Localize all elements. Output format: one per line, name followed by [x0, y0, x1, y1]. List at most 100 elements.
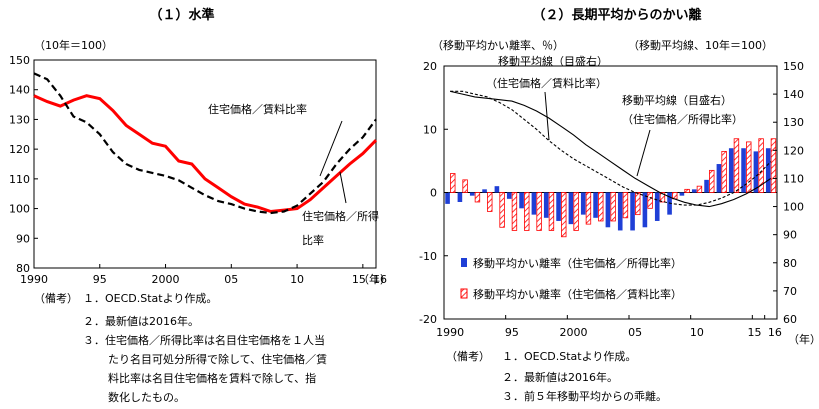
notes-right-item: １．OECD.Statより作成。: [502, 350, 636, 363]
bar-rent-deviation: [573, 192, 579, 231]
series-line-rent-ratio: [33, 72, 377, 215]
bar-rent-deviation: [561, 192, 567, 238]
bar-rent-deviation: [770, 138, 777, 193]
x-tick-label: 1990: [436, 326, 464, 339]
annotation-income-ratio-line2: 比率: [302, 233, 324, 247]
bar-income-deviation: [556, 192, 561, 221]
bar-income-deviation: [494, 186, 500, 193]
bar-rent-deviation: [474, 192, 481, 203]
y-tick-label: 130: [9, 113, 30, 126]
x-tick-label: 15: [748, 326, 762, 339]
bar-rent-deviation: [733, 138, 740, 193]
y-tick-label: 120: [9, 143, 30, 156]
bar-rent-deviation: [487, 192, 493, 212]
y-right-tick-label: 60: [783, 313, 797, 326]
bar-income-deviation: [531, 192, 537, 215]
notes-left-item: 数化したもの。: [108, 390, 185, 404]
notes-left-label: （備考）: [34, 292, 78, 305]
bar-rent-deviation: [598, 192, 604, 222]
notes-left: （備考） １．OECD.Statより作成。 ２．最新値は2016年。 ３．住宅価…: [34, 292, 327, 404]
y-right-tick-label: 90: [783, 229, 797, 242]
legend-swatch-rent: [460, 288, 468, 299]
x-tick-label: 2000: [560, 326, 588, 339]
bar-rent-deviation: [536, 192, 542, 231]
bar-income-deviation: [654, 192, 660, 221]
left-x-axis-label: （年）: [358, 272, 391, 286]
left-chart-title: （１）水準: [149, 7, 214, 23]
notes-left-item: ２．最新値は2016年。: [83, 314, 199, 328]
bar-rent-deviation: [585, 192, 592, 225]
legend: 移動平均かい離率（住宅価格／所得比率） 移動平均かい離率（住宅価格／賃料比率）: [460, 256, 682, 301]
bar-income-deviation: [691, 189, 697, 193]
bar-rent-deviation: [499, 192, 505, 228]
bar-rent-deviation: [746, 141, 752, 193]
y-right-tick-label: 120: [783, 144, 804, 157]
bar-income-deviation: [765, 148, 771, 193]
ma-line-income-ratio: [450, 90, 772, 208]
bar-income-deviation: [617, 192, 623, 231]
bar-income-deviation: [642, 192, 648, 228]
annotation-ma-rent-line1: 移動平均線（目盛右）: [498, 54, 608, 68]
left-x-axis: 1990 95 2000 05 10 15 16: [20, 264, 387, 286]
y-tick-label: 140: [9, 84, 30, 97]
bar-income-deviation: [519, 192, 524, 209]
bar-income-deviation: [716, 164, 722, 193]
bar-income-deviation: [728, 148, 734, 193]
x-tick-label: 10: [690, 326, 704, 339]
y-right-tick-label: 100: [783, 201, 804, 214]
bar-rent-deviation: [511, 192, 518, 231]
ma-line-rent-ratio: [450, 90, 772, 206]
left-unit-label: （10年＝100）: [34, 38, 113, 52]
bar-rent-deviation: [696, 185, 703, 193]
y-tick-label: 90: [16, 232, 30, 245]
y-left-tick-label: -10: [419, 250, 437, 263]
right-bars: [444, 138, 777, 238]
annotation-rent-ratio-pointer: [319, 120, 343, 177]
y-right-tick-label: 140: [783, 88, 804, 101]
right-series-lines: [450, 90, 772, 208]
bar-rent-deviation: [709, 169, 715, 193]
notes-left-item: たり名目可処分所得で除して、住宅価格／賃: [108, 352, 327, 366]
right-right-y-axis: 60 70 80 90 100 110 120 130 140 150: [773, 60, 804, 326]
y-right-tick-label: 110: [783, 172, 804, 185]
bar-rent-deviation: [610, 192, 616, 222]
bar-income-deviation: [704, 179, 709, 193]
bar-rent-deviation: [684, 188, 690, 193]
x-tick-label: 15: [352, 273, 366, 286]
series-line-income-ratio: [33, 94, 378, 214]
annotation-ma-income-line2: （住宅価格／所得比率）: [622, 112, 743, 126]
notes-right-item: ２．最新値は2016年。: [502, 370, 618, 384]
bar-income-deviation: [543, 192, 549, 218]
bar-income-deviation: [445, 192, 450, 204]
right-left-y-axis: -20 -10 0 10 20: [419, 60, 448, 326]
bar-rent-deviation: [635, 192, 641, 216]
x-tick-label: 95: [93, 273, 107, 286]
y-right-tick-label: 80: [783, 257, 797, 270]
annotation-ma-rent-pointer: [544, 91, 550, 141]
bar-income-deviation: [753, 151, 759, 193]
y-right-tick-label: 70: [783, 285, 797, 298]
notes-right: （備考） １．OECD.Statより作成。 ２．最新値は2016年。 ３．前５年…: [446, 350, 667, 403]
right-x-axis: 1990 95 2000 05 10 15 16: [436, 315, 782, 339]
annotation-ma-income-line1: 移動平均線（目盛右）: [622, 93, 732, 107]
x-tick-label: 16: [768, 326, 782, 339]
notes-right-label: （備考）: [446, 350, 490, 363]
x-tick-label: 10: [290, 273, 304, 286]
right-left-unit-label: （移動平均かい離率、％）: [432, 38, 564, 52]
bar-rent-deviation: [647, 192, 653, 209]
x-tick-label: 05: [224, 273, 238, 286]
x-tick-label: 95: [505, 326, 519, 339]
bar-income-deviation: [605, 192, 611, 228]
y-left-tick-label: 10: [423, 123, 437, 136]
right-x-axis-label: （年）: [788, 332, 819, 346]
bar-income-deviation: [630, 192, 635, 231]
y-left-tick-label: 0: [430, 187, 437, 200]
annotation-rent-ratio: 住宅価格／賃料比率: [208, 102, 307, 116]
notes-left-item: ３．住宅価格／所得比率は名目住宅価格を１人当: [83, 333, 325, 347]
left-chart: （１）水準 （10年＝100） 80 90 100 110 120 130 140 150 1…: [9, 7, 391, 286]
notes-right-item: ３．前５年移動平均からの乖離。: [502, 389, 667, 403]
bar-income-deviation: [568, 192, 574, 225]
x-tick-label: 2000: [152, 273, 180, 286]
x-tick-label: 05: [628, 326, 642, 339]
